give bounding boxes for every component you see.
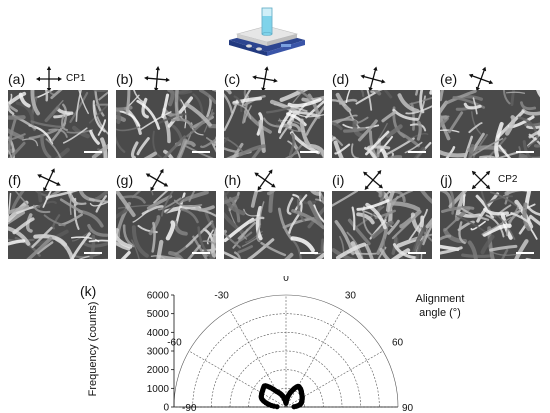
panel-label: (i): [332, 172, 345, 188]
micrograph-image: [224, 90, 324, 158]
micrograph-image: [224, 191, 324, 259]
radial-tick-label: 0: [163, 403, 169, 413]
panel-label: (g): [116, 172, 134, 188]
scale-bar: [300, 151, 318, 153]
angle-tick-label: 60: [392, 338, 404, 349]
data-point: [291, 404, 297, 410]
cp-label: CP1: [66, 73, 86, 84]
angle-tick-label: 90: [402, 403, 414, 413]
micrograph-image: [332, 191, 432, 259]
radial-tick-label: 5000: [147, 309, 170, 320]
panel-label: (b): [116, 71, 134, 87]
scale-bar: [516, 151, 534, 153]
micrograph-image: [440, 191, 540, 259]
cp-label: CP2: [498, 174, 518, 185]
panel-label: (j): [440, 172, 453, 188]
scale-bar: [84, 252, 102, 254]
y-axis-label: Frequency (counts): [87, 302, 99, 397]
panel-label: (d): [332, 71, 350, 87]
crossed-polarizers-icon: [468, 66, 494, 92]
scale-bar: [192, 252, 210, 254]
crossed-polarizers-icon: [363, 170, 383, 190]
crossed-polarizers-icon: [145, 168, 169, 192]
scale-bar: [192, 151, 210, 153]
polar-alignment-chart: 0 1000 2000 3000 4000 5000 6000 -90 -60 -30 0 30 60 9…: [87, 276, 465, 413]
crossed-polarizers-icon: [252, 66, 278, 92]
crossed-polarizers-icon: [254, 169, 276, 191]
panel-label: (c): [224, 71, 241, 87]
scale-bar: [300, 252, 318, 254]
crossed-polarizers-icon: [471, 170, 491, 190]
panel-label: (e): [440, 71, 458, 87]
angular-grid-line: [285, 309, 343, 408]
crossed-polarizers-icon: [37, 168, 61, 192]
crossed-polarizers-icon: [36, 66, 62, 92]
radial-tick-label: 3000: [147, 347, 170, 358]
panel-label: (h): [224, 172, 242, 188]
radial-tick-label: 6000: [147, 291, 170, 302]
micrograph-image: [116, 191, 216, 259]
angle-tick-label: -60: [167, 338, 182, 349]
angle-tick-label: 0: [283, 276, 289, 284]
micrograph-image: [8, 191, 108, 259]
micrograph-image: [8, 90, 108, 158]
scale-bar: [84, 151, 102, 153]
crossed-polarizers-icon: [360, 66, 386, 92]
panel-label: (a): [8, 71, 26, 87]
panel-label-k: (k): [80, 283, 97, 299]
radial-grid-arc: [173, 294, 399, 408]
angle-axis-label-unit: angle (°): [419, 307, 461, 319]
angle-tick-label: -90: [182, 403, 197, 413]
micrograph-image: [116, 90, 216, 158]
micrograph-image: [332, 90, 432, 158]
micrograph-image: [440, 90, 540, 158]
radial-tick-label: 2000: [147, 365, 170, 376]
angular-grid-line: [188, 350, 287, 408]
radial-grid-arc: [229, 350, 343, 408]
crossed-polarizers-icon: [144, 66, 170, 92]
radial-tick-label: 1000: [147, 384, 170, 395]
hot-plate-stirrer-icon: [229, 7, 305, 56]
angle-tick-label: 30: [345, 290, 357, 301]
scale-bar: [408, 151, 426, 153]
radial-tick-label: 4000: [147, 328, 170, 339]
angle-tick-label: -30: [214, 290, 229, 301]
panel-label: (f): [8, 172, 22, 188]
scale-bar: [408, 252, 426, 254]
angle-axis-label: Alignment: [416, 293, 465, 305]
radial-grid-arc: [192, 313, 380, 408]
scale-bar: [516, 252, 534, 254]
